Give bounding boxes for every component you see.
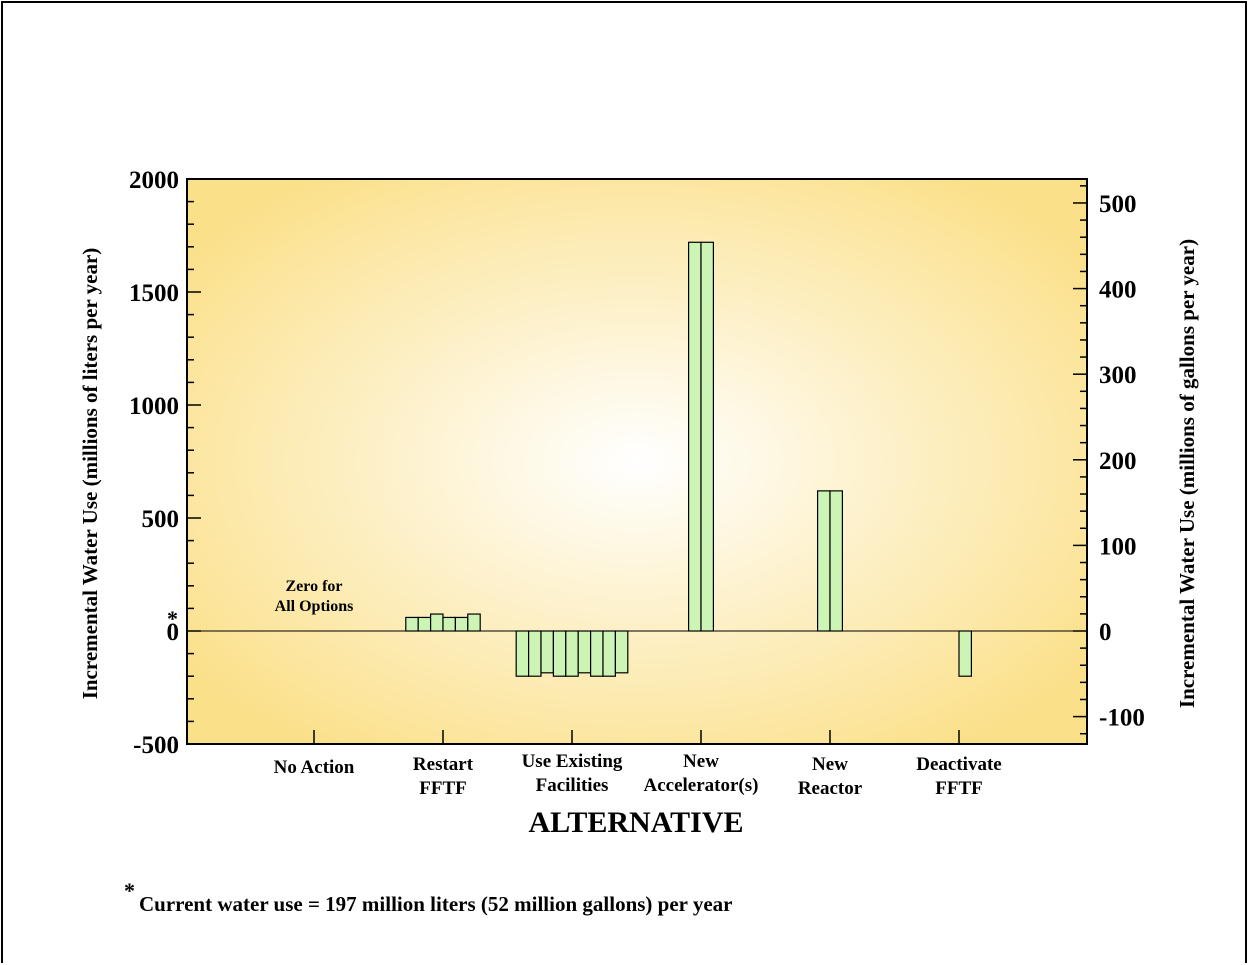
bar xyxy=(552,630,567,677)
bar xyxy=(958,630,972,677)
y-tick-label: 2000 xyxy=(129,167,179,194)
bar xyxy=(687,241,702,632)
annotation-zero-for-all: All Options xyxy=(275,598,354,615)
x-tick-label: Facilities xyxy=(536,775,609,796)
bar xyxy=(565,630,579,677)
bar xyxy=(614,630,629,674)
x-tick-label: Use Existing xyxy=(522,751,623,772)
bar xyxy=(577,630,592,674)
y2-tick-label: 400 xyxy=(1099,277,1137,304)
bar xyxy=(405,616,419,632)
bars-group xyxy=(264,241,1009,677)
y2-tick-label: -100 xyxy=(1099,705,1145,732)
bar xyxy=(467,613,481,632)
y-tick-label: 1000 xyxy=(129,393,179,420)
bar xyxy=(430,613,444,632)
x-tick-label: Restart xyxy=(413,754,474,775)
annotation-zero-for-all: Zero for xyxy=(285,578,342,595)
bar xyxy=(540,630,554,674)
x-tick-label: FFTF xyxy=(419,778,467,799)
y-tick-label: 1500 xyxy=(129,280,179,307)
x-tick-label: Accelerator(s) xyxy=(644,775,759,796)
labels-group: No Action Restart FFTF Use Existing Faciliti… xyxy=(78,167,1199,916)
footnote-asterisk: * xyxy=(124,878,135,903)
bar xyxy=(816,490,831,632)
plot-border xyxy=(186,178,1088,745)
plot-area xyxy=(187,179,1087,744)
y2-axis-title: Incremental Water Use (millions of gallo… xyxy=(1175,239,1199,708)
x-tick-label: Deactivate xyxy=(916,754,1001,775)
axes-group xyxy=(186,178,1088,745)
x-axis-title: ALTERNATIVE xyxy=(528,806,743,839)
x-tick-label: Reactor xyxy=(798,778,863,799)
y2-tick-label: 300 xyxy=(1099,362,1137,389)
bar xyxy=(700,241,714,632)
y-axis-title: Incremental Water Use (millions of liter… xyxy=(78,248,102,700)
y2-tick-label: 100 xyxy=(1099,533,1137,560)
footnote-text: Current water use = 197 million liters (… xyxy=(139,892,733,916)
y-tick-label: 0 xyxy=(167,619,180,646)
zero-asterisk: * xyxy=(167,606,178,631)
bar xyxy=(442,616,456,632)
y2-tick-label: 0 xyxy=(1099,619,1112,646)
bar xyxy=(602,630,616,677)
bar xyxy=(589,630,604,677)
x-tick-label: New xyxy=(683,751,719,772)
x-tick-label: No Action xyxy=(274,757,355,778)
y2-tick-label: 500 xyxy=(1099,191,1137,218)
y-tick-label: 500 xyxy=(142,506,180,533)
bar xyxy=(417,616,432,632)
y2-tick-label: 200 xyxy=(1099,448,1137,475)
bar xyxy=(515,630,530,677)
x-tick-label: FFTF xyxy=(935,778,983,799)
bar xyxy=(829,490,843,632)
x-tick-label: New xyxy=(812,754,848,775)
bar xyxy=(527,630,542,677)
y-tick-label: -500 xyxy=(133,732,179,759)
bar xyxy=(454,616,469,632)
